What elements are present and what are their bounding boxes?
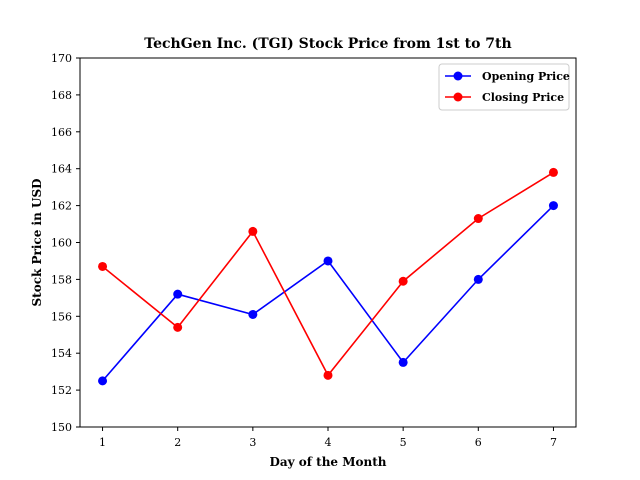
legend: Opening Price Closing Price xyxy=(438,63,570,111)
y-tick-label: 170 xyxy=(51,52,72,65)
x-tick-label: 1 xyxy=(99,436,106,449)
y-tick-label: 160 xyxy=(51,237,72,250)
x-tick-label: 6 xyxy=(475,436,482,449)
x-tick-label: 2 xyxy=(174,436,181,449)
y-axis-label: Stock Price in USD xyxy=(30,178,44,306)
legend-box xyxy=(438,63,570,111)
y-tick-label: 166 xyxy=(51,126,72,139)
data-point-opening-price xyxy=(323,256,333,266)
y-tick-label: 158 xyxy=(51,273,72,286)
x-tick-label: 7 xyxy=(550,436,557,449)
data-point-closing-price xyxy=(323,370,333,380)
y-tick-label: 154 xyxy=(51,347,72,360)
y-tick-label: 168 xyxy=(51,89,72,102)
y-tick-label: 162 xyxy=(51,200,72,213)
data-point-opening-price xyxy=(548,201,558,211)
y-axis: 150 152 154 156 158 160 162 164 166 168 170 xyxy=(51,52,80,434)
legend-marker xyxy=(453,92,463,102)
y-tick-label: 156 xyxy=(51,310,72,323)
data-point-closing-price xyxy=(248,226,258,236)
series-closing-price xyxy=(98,167,558,380)
x-axis-label: Day of the Month xyxy=(269,455,386,469)
y-tick-label: 150 xyxy=(51,421,72,434)
x-tick-label: 4 xyxy=(325,436,332,449)
plot-area xyxy=(79,57,577,428)
chart-title: TechGen Inc. (TGI) Stock Price from 1st … xyxy=(144,36,511,52)
data-point-closing-price xyxy=(473,214,483,224)
data-point-opening-price xyxy=(398,357,408,367)
x-tick-label: 3 xyxy=(249,436,256,449)
legend-label: Closing Price xyxy=(482,91,564,104)
data-point-closing-price xyxy=(173,322,183,332)
y-tick-label: 152 xyxy=(51,384,72,397)
data-point-opening-price xyxy=(98,376,108,386)
data-point-closing-price xyxy=(398,276,408,286)
data-point-opening-price xyxy=(473,274,483,284)
data-point-opening-price xyxy=(173,289,183,299)
data-point-closing-price xyxy=(98,261,108,271)
legend-marker xyxy=(453,71,463,81)
x-tick-label: 5 xyxy=(400,436,407,449)
legend-label: Opening Price xyxy=(482,70,570,83)
series-opening-price xyxy=(98,201,558,386)
series-layer xyxy=(98,167,558,386)
data-point-opening-price xyxy=(248,309,258,319)
data-point-closing-price xyxy=(548,167,558,177)
x-axis: 1 2 3 4 5 6 7 xyxy=(99,427,557,449)
y-tick-label: 164 xyxy=(51,163,72,176)
